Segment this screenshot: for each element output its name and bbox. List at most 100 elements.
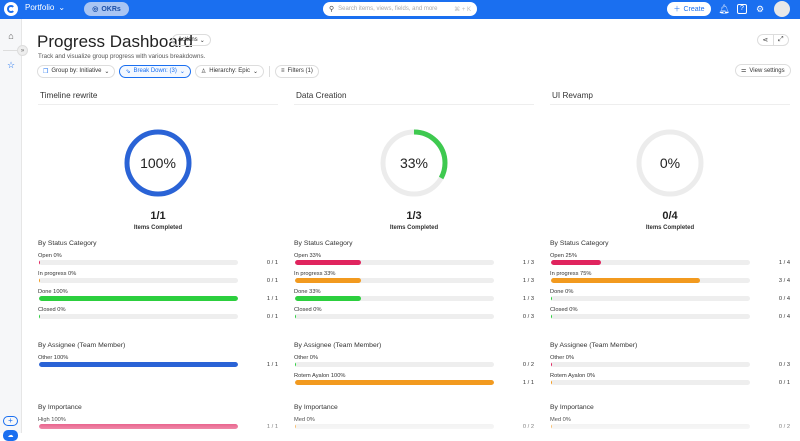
- bar-count: 0 / 3: [778, 362, 790, 368]
- bar-count: 0 / 3: [522, 314, 534, 320]
- section-title: By Assignee (Team Member): [550, 342, 638, 349]
- okrs-button[interactable]: ◎ OKRs: [84, 2, 129, 16]
- gear-icon[interactable]: ⚙: [755, 3, 765, 14]
- bar-count: 0 / 1: [778, 380, 790, 386]
- breakdown-row[interactable]: Done 33% 1 / 3: [294, 289, 534, 307]
- bar-track: [39, 296, 238, 301]
- create-button[interactable]: ＋ Create: [667, 2, 711, 16]
- chevron-down-icon: ⌄: [252, 68, 258, 75]
- bar-track: [39, 362, 238, 367]
- bar-label: Closed 0%: [294, 307, 322, 313]
- items-completed-label: Items Completed: [389, 225, 439, 231]
- assignee-breakdown: By Assignee (Team Member) Other 100% 1 / 1: [38, 342, 278, 373]
- cloud-icon[interactable]: ☁: [3, 430, 18, 441]
- breakdown-row[interactable]: Closed 0% 0 / 4: [550, 307, 790, 325]
- sidebar: ⌂ ☆ + ☁: [0, 19, 22, 441]
- bar-track: [295, 296, 494, 301]
- breakdown-row[interactable]: Done 0% 0 / 4: [550, 289, 790, 307]
- breakdown-row[interactable]: Open 25% 1 / 4: [550, 253, 790, 271]
- bar-label: Closed 0%: [38, 307, 66, 313]
- fullscreen-icon[interactable]: ⤢: [772, 35, 789, 45]
- breakdown-icon: ⇘: [125, 68, 131, 75]
- breakdown-row[interactable]: Other 0% 0 / 3: [550, 355, 790, 373]
- bar-fill: [551, 296, 552, 301]
- filter-icon: ≡: [280, 68, 285, 74]
- okrs-label: OKRs: [101, 5, 121, 13]
- group-title: Timeline rewrite: [38, 90, 278, 105]
- bar-fill: [39, 314, 40, 319]
- bar-track: [39, 260, 238, 265]
- breakdown-row[interactable]: Done 100% 1 / 1: [38, 289, 278, 307]
- help-icon[interactable]: ?: [736, 3, 748, 15]
- breakdown-row[interactable]: In progress 33% 1 / 3: [294, 271, 534, 289]
- top-bar: Portfolio ⌄ ◎ OKRs ⚲ Search items, views…: [0, 0, 800, 19]
- bar-fill: [551, 260, 601, 265]
- bar-count: 0 / 1: [266, 314, 278, 320]
- items-completed-label: Items Completed: [645, 225, 695, 231]
- breakdown-row[interactable]: In progress 75% 3 / 4: [550, 271, 790, 289]
- bar-count: 1 / 1: [266, 296, 278, 302]
- break-down-chip[interactable]: ⇘ Break Down: (3) ⌄: [119, 64, 191, 78]
- bar-label: Done 100%: [38, 289, 68, 295]
- breakdown-row[interactable]: Med 0% 0 / 2: [294, 417, 534, 435]
- star-icon[interactable]: ☆: [6, 59, 16, 70]
- section-title: By Importance: [294, 404, 338, 411]
- app-logo[interactable]: [4, 2, 18, 16]
- bar-fill: [295, 362, 296, 367]
- donut-progress-arc: [124, 129, 192, 197]
- breakdown-row[interactable]: Other 100% 1 / 1: [38, 355, 278, 373]
- bar-label: Med 0%: [294, 417, 315, 423]
- bar-fill: [39, 424, 238, 429]
- assignee-breakdown: By Assignee (Team Member) Other 0% 0 / 3 Ro…: [550, 342, 790, 391]
- portfolio-switcher[interactable]: Portfolio ⌄: [25, 3, 65, 12]
- user-avatar[interactable]: [774, 1, 790, 17]
- bar-label: Other 0%: [294, 355, 319, 361]
- add-button[interactable]: +: [3, 416, 18, 426]
- donut-percent: 0%: [659, 155, 681, 171]
- filters-row: ❐ Group by: Initiative ⌄ ⇘ Break Down: (…: [37, 64, 319, 78]
- breakdown-row[interactable]: Open 0% 0 / 1: [38, 253, 278, 271]
- bar-track: [39, 424, 238, 429]
- expand-sidebar-icon[interactable]: »: [17, 45, 28, 56]
- status-breakdown: By Status Category Open 25% 1 / 4 In progre…: [550, 240, 790, 325]
- bar-fill: [39, 362, 238, 367]
- plus-icon: ＋: [673, 6, 681, 13]
- search-input[interactable]: ⚲ Search items, views, fields, and more …: [323, 2, 477, 16]
- breakdown-row[interactable]: Rotem Ayalon 0% 0 / 1: [550, 373, 790, 391]
- actions-button[interactable]: Actions ⌄: [172, 34, 211, 46]
- group-by-chip[interactable]: ❐ Group by: Initiative ⌄: [37, 64, 116, 78]
- page-subtitle: Track and visualize group progress with …: [38, 53, 206, 60]
- breakdown-row[interactable]: In progress 0% 0 / 1: [38, 271, 278, 289]
- filters-chip[interactable]: ≡ Filters (1): [274, 64, 319, 78]
- sliders-icon: ⚌: [741, 68, 747, 74]
- breakdown-row[interactable]: Closed 0% 0 / 3: [294, 307, 534, 325]
- bar-count: 0 / 1: [266, 278, 278, 284]
- notifications-bell-icon[interactable]: 🔔︎: [718, 3, 730, 14]
- divider: [268, 65, 270, 77]
- completed-fraction: 1/1: [150, 210, 166, 222]
- breakdown-row[interactable]: Closed 0% 0 / 1: [38, 307, 278, 325]
- bar-label: Done 0%: [550, 289, 574, 295]
- share-icon[interactable]: ⋖: [762, 37, 769, 44]
- bar-label: Open 25%: [550, 253, 577, 259]
- bar-label: Open 33%: [294, 253, 321, 259]
- chevron-down-icon: ⌄: [179, 68, 185, 75]
- breakdown-row[interactable]: High 100% 1 / 1: [38, 417, 278, 435]
- bar-fill: [295, 314, 296, 319]
- importance-breakdown: By Importance High 100% 1 / 1: [38, 404, 278, 435]
- group-title: Data Creation: [294, 90, 534, 105]
- bar-fill: [39, 260, 40, 265]
- breakdown-row[interactable]: Med 0% 0 / 2: [550, 417, 790, 435]
- inbox-icon[interactable]: ⌂: [8, 31, 14, 41]
- hierarchy-chip[interactable]: ♙ Hierarchy: Epic ⌄: [194, 64, 264, 78]
- breakdown-row[interactable]: Open 33% 1 / 3: [294, 253, 534, 271]
- bar-label: Rotem Ayalon 0%: [550, 373, 596, 379]
- bar-fill: [551, 362, 552, 367]
- group-title: UI Revamp: [550, 90, 790, 105]
- view-settings-button[interactable]: ⚌ View settings: [735, 64, 791, 77]
- breakdown-row[interactable]: Rotem Ayalon 100% 1 / 1: [294, 373, 534, 391]
- bar-count: 1 / 1: [522, 380, 534, 386]
- bar-track: [295, 380, 494, 385]
- bar-label: In progress 0%: [38, 271, 77, 277]
- breakdown-row[interactable]: Other 0% 0 / 2: [294, 355, 534, 373]
